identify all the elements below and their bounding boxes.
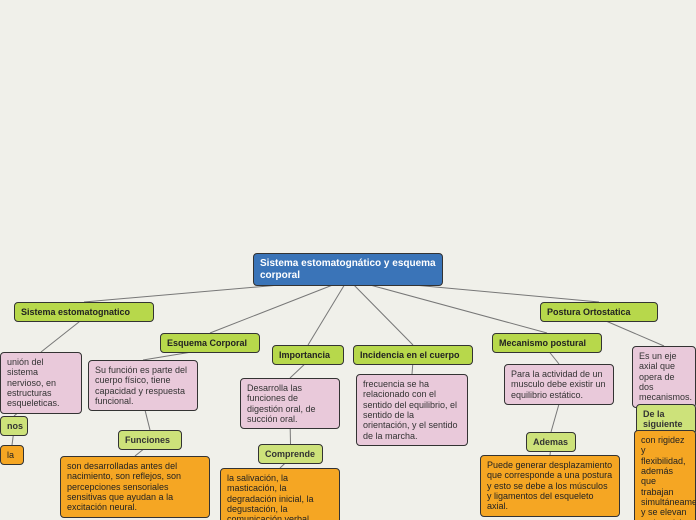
detail-la: la — [0, 445, 24, 465]
desc-sistema: unión del sistema nervioso, en estructur… — [0, 352, 82, 414]
desc-importancia: Desarrolla las funciones de digestión or… — [240, 378, 340, 429]
label-ademas[interactable]: Ademas — [526, 432, 576, 452]
detail-siguiente: con rigidez y flexibilidad, además que t… — [634, 430, 696, 520]
label-comprende[interactable]: Comprende — [258, 444, 323, 464]
detail-comprende: la salivación, la masticación, la degrad… — [220, 468, 340, 520]
branch-incidencia[interactable]: Incidencia en el cuerpo — [353, 345, 473, 365]
desc-postura: Es un eje axial que opera de dos mecanis… — [632, 346, 696, 408]
branch-importancia[interactable]: Importancia — [272, 345, 344, 365]
desc-esquema: Su función es parte del cuerpo físico, t… — [88, 360, 198, 411]
label-nos[interactable]: nos — [0, 416, 28, 436]
desc-incidencia: frecuencia se ha relacionado con el sent… — [356, 374, 468, 446]
detail-funciones: son desarrolladas antes del nacimiento, … — [60, 456, 210, 518]
branch-postura[interactable]: Postura Ortostatica — [540, 302, 658, 322]
detail-ademas: Puede generar desplazamiento que corresp… — [480, 455, 620, 517]
desc-mecanismo: Para la actividad de un musculo debe exi… — [504, 364, 614, 405]
root-node[interactable]: Sistema estomatognático y esquema corpor… — [253, 253, 443, 286]
branch-sistema[interactable]: Sistema estomatognatico — [14, 302, 154, 322]
branch-mecanismo[interactable]: Mecanismo postural — [492, 333, 602, 353]
label-funciones[interactable]: Funciones — [118, 430, 182, 450]
branch-esquema[interactable]: Esquema Corporal — [160, 333, 260, 353]
